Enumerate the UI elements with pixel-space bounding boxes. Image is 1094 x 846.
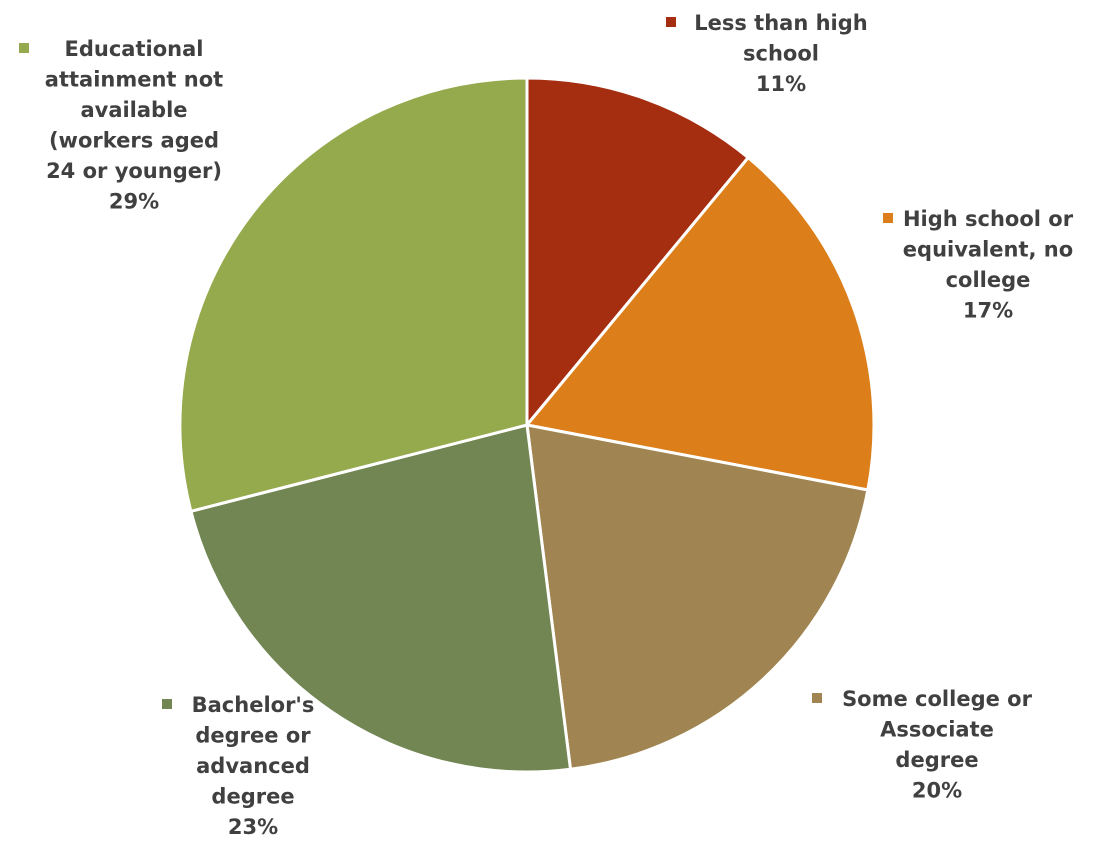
slice-percent-label: 17% <box>963 299 1013 323</box>
legend-marker <box>666 17 676 27</box>
legend-marker <box>162 699 172 709</box>
legend-marker <box>19 43 29 53</box>
slice-category-label: (workers aged <box>49 129 219 153</box>
slice-category-label: school <box>743 42 819 66</box>
pie-slice <box>178 76 529 513</box>
slice-category-label: Less than high <box>694 11 868 35</box>
slice-category-label: Educational <box>65 37 204 61</box>
slice-category-label: Some college or <box>842 687 1033 711</box>
slice-category-label: degree <box>211 785 294 809</box>
slice-percent-label: 23% <box>228 815 278 839</box>
data-label: Bachelor's degree or advanced degree 23% <box>162 693 314 839</box>
slice-category-label: Associate <box>880 718 994 742</box>
slice-category-label: college <box>946 268 1031 292</box>
slice-category-label: degree <box>895 748 978 772</box>
slice-category-label: High school or <box>903 207 1074 231</box>
pie-slice <box>525 156 876 492</box>
data-label: Some college or Associate degree 20% <box>812 687 1033 803</box>
slice-category-label: 24 or younger) <box>46 159 222 183</box>
legend-marker <box>812 693 822 703</box>
pie-slice <box>525 76 750 427</box>
data-label: Educational attainment not available (worke… <box>19 37 223 214</box>
slice-category-label: Bachelor's <box>192 693 315 717</box>
data-label: High school or equivalent, no college 17% <box>883 207 1074 323</box>
slice-labels: Less than high school 11% High school or equ… <box>19 11 1074 839</box>
data-label: Less than high school 11% <box>666 11 868 96</box>
slice-category-label: advanced <box>196 754 310 778</box>
slice-category-label: degree or <box>195 724 311 748</box>
slice-percent-label: 29% <box>109 190 159 214</box>
slice-category-label: available <box>80 98 187 122</box>
slice-percent-label: 20% <box>912 779 962 803</box>
slice-category-label: attainment not <box>45 68 223 92</box>
slice-category-label: equivalent, no <box>903 238 1073 262</box>
pie-slices <box>178 76 876 774</box>
pie-slice <box>189 423 572 774</box>
pie-slice <box>525 423 870 771</box>
legend-marker <box>883 213 893 223</box>
slice-percent-label: 11% <box>756 72 806 96</box>
